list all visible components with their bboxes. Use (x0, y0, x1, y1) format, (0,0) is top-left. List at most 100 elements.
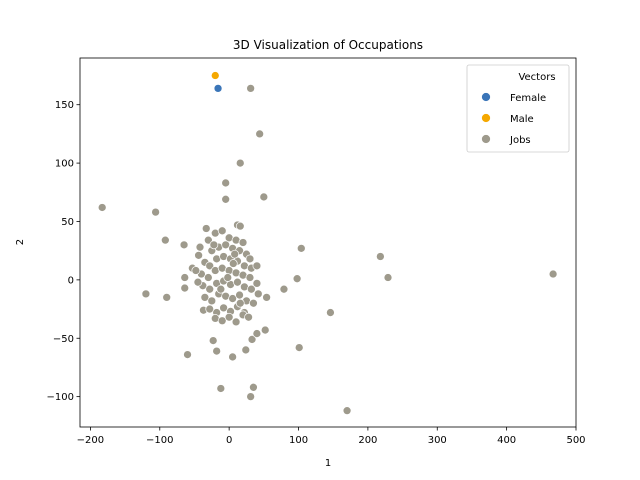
point-jobs-20 (262, 293, 271, 302)
point-jobs-76 (233, 277, 242, 287)
point-jobs-100 (195, 242, 205, 252)
x-tick-label-7: 500 (566, 435, 585, 446)
point-jobs-13 (296, 243, 306, 253)
point-jobs-12 (201, 224, 211, 233)
legend-box (466, 64, 570, 153)
point-jobs-3 (259, 192, 269, 202)
legend-marker-female (481, 92, 491, 102)
point-jobs-2 (235, 158, 245, 168)
x-tick-label-6: 400 (497, 435, 516, 446)
point-jobs-54 (245, 254, 255, 264)
point-jobs-32 (228, 352, 237, 362)
point-jobs-4 (221, 178, 231, 188)
point-jobs-15 (383, 273, 393, 282)
point-jobs-24 (180, 283, 190, 293)
point-jobs-50 (221, 240, 231, 250)
point-jobs-106 (235, 298, 245, 308)
point-jobs-14 (376, 252, 385, 261)
point-jobs-38 (216, 384, 226, 393)
point-jobs-1 (255, 129, 265, 139)
point-jobs-42 (203, 235, 213, 245)
point-jobs-109 (230, 249, 240, 259)
point-jobs-29 (208, 336, 218, 345)
x-axis-label: 1 (325, 458, 331, 469)
point-jobs-41 (342, 406, 352, 415)
point-jobs-17 (292, 274, 302, 284)
point-jobs-89 (219, 303, 228, 313)
point-jobs-94 (217, 316, 227, 326)
point-jobs-22 (141, 289, 151, 299)
y-tick-label-0: −100 (47, 392, 74, 403)
point-jobs-33 (241, 345, 251, 355)
point-jobs-31 (183, 350, 192, 359)
x-tick-label-4: 200 (358, 435, 377, 446)
x-axis: −200 −100 0 100 200 300 400 500 (77, 427, 586, 446)
legend-label-jobs: Jobs (509, 135, 531, 146)
y-tick-label-5: 150 (55, 100, 74, 111)
point-jobs-18 (279, 284, 289, 294)
point-jobs-96 (231, 317, 241, 327)
point-jobs-23 (162, 293, 172, 302)
point-jobs-37 (294, 343, 304, 352)
point-jobs-39 (249, 382, 258, 392)
point-jobs-79 (200, 293, 210, 302)
y-axis: −100 −50 0 50 100 150 (47, 100, 80, 403)
point-female-0 (213, 84, 223, 93)
point-jobs-107 (209, 240, 219, 250)
point-jobs-47 (238, 238, 248, 247)
point-jobs-83 (228, 294, 237, 303)
point-jobs-72 (205, 284, 215, 294)
legend-label-female: Female (510, 93, 546, 104)
point-jobs-84 (235, 290, 244, 300)
point-jobs-8 (160, 235, 170, 245)
y-tick-label-1: −50 (53, 334, 74, 345)
legend-label-male: Male (510, 114, 534, 125)
y-tick-label-3: 50 (61, 217, 74, 228)
point-jobs-99 (191, 266, 201, 275)
point-jobs-35 (252, 329, 262, 338)
point-jobs-95 (224, 312, 234, 322)
x-tick-label-3: 100 (289, 435, 308, 446)
point-jobs-108 (244, 312, 253, 322)
chart-title: 3D Visualization of Occupations (233, 38, 423, 52)
point-jobs-101 (252, 261, 262, 271)
y-tick-label-2: 0 (68, 275, 74, 286)
point-jobs-78 (247, 284, 256, 294)
point-jobs-40 (246, 392, 255, 401)
legend-marker-jobs (481, 134, 491, 144)
point-jobs-56 (205, 261, 215, 271)
x-tick-label-1: −100 (146, 435, 173, 446)
x-tick-label-2: 0 (226, 435, 232, 446)
point-jobs-80 (207, 296, 217, 306)
point-jobs-70 (245, 273, 255, 282)
x-tick-label-5: 300 (428, 435, 447, 446)
point-jobs-30 (212, 346, 222, 356)
x-tick-label-0: −200 (77, 435, 104, 446)
point-jobs-103 (223, 273, 233, 282)
point-jobs-36 (260, 325, 270, 335)
point-jobs-0 (246, 84, 255, 93)
points-layer (97, 71, 558, 415)
point-jobs-44 (217, 226, 227, 236)
point-male-0 (210, 71, 220, 80)
y-axis-label: 2 (15, 239, 26, 245)
point-jobs-9 (179, 240, 189, 250)
point-jobs-87 (205, 304, 215, 314)
point-jobs-25 (180, 273, 190, 282)
point-jobs-5 (221, 194, 231, 204)
point-jobs-11 (235, 221, 245, 231)
point-jobs-7 (151, 207, 160, 217)
legend-title: Vectors (518, 72, 555, 83)
point-jobs-105 (216, 284, 226, 294)
plot-area (79, 57, 577, 428)
y-tick-label-4: 100 (55, 159, 74, 170)
legend: Vectors Female Male Jobs (466, 64, 570, 153)
point-jobs-104 (228, 259, 238, 268)
point-jobs-86 (249, 298, 258, 308)
point-jobs-34 (247, 335, 257, 344)
point-jobs-16 (548, 269, 558, 279)
point-jobs-6 (97, 203, 107, 212)
point-jobs-21 (252, 279, 262, 288)
point-jobs-27 (194, 250, 203, 260)
